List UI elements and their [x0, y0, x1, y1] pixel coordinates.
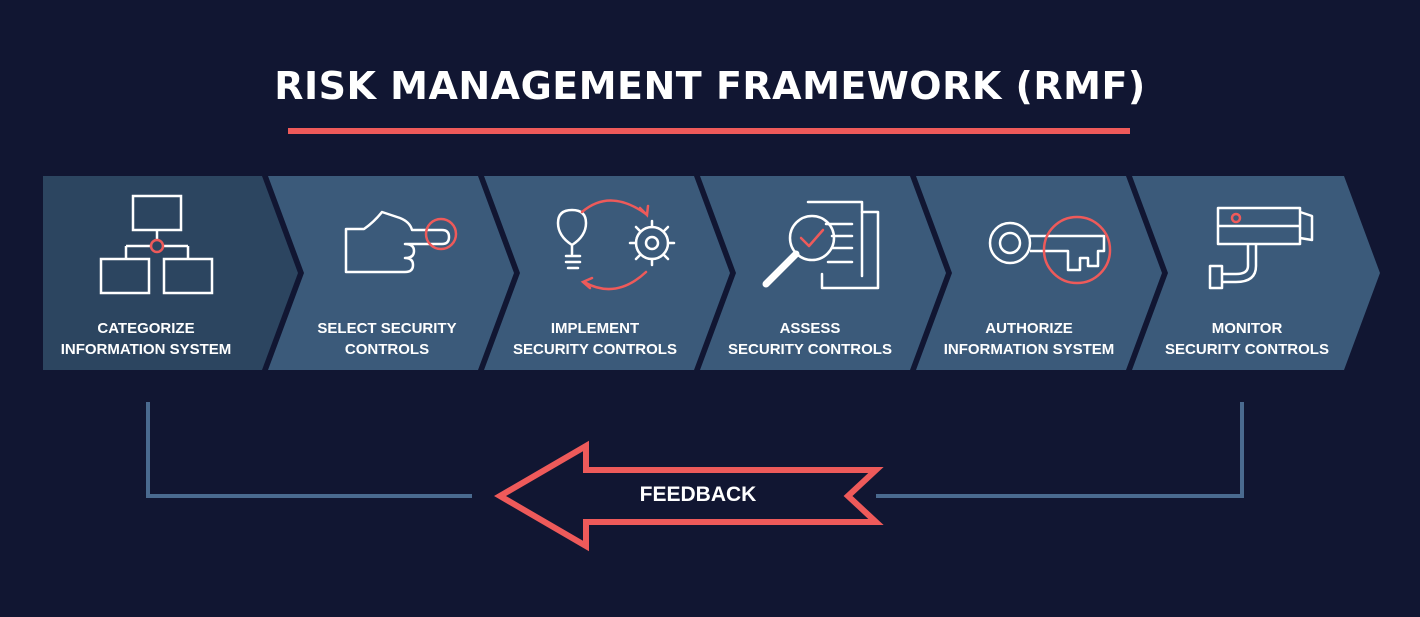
step-banner-implement [484, 176, 730, 370]
step-label-assess: ASSESS SECURITY CONTROLS [728, 320, 892, 358]
step-banner-categorize [43, 176, 298, 370]
feedback-label: FEEDBACK [639, 483, 757, 506]
lightbulb-gear-cycle-icon [556, 199, 676, 291]
step-label-monitor: MONITOR SECURITY CONTROLS [1165, 320, 1329, 358]
step-label-categorize: CATEGORIZE INFORMATION SYSTEM [60, 320, 232, 358]
step-label-implement: IMPLEMENT SECURITY CONTROLS [513, 320, 677, 358]
title-underline [288, 128, 1130, 134]
pointing-hand-icon [344, 210, 458, 274]
security-camera-icon [1208, 206, 1314, 290]
diagram-title: RISK MANAGEMENT FRAMEWORK (RMF) [274, 64, 1146, 108]
feedback-arrow [494, 440, 884, 552]
feedback-line-left [146, 402, 472, 498]
step-banner-authorize [916, 176, 1162, 370]
key-icon [988, 215, 1112, 285]
magnifier-document-icon [762, 200, 880, 290]
step-label-select: SELECT SECURITY CONTROLS [317, 320, 457, 358]
hierarchy-chart-icon [99, 194, 214, 295]
step-label-authorize: AUTHORIZE INFORMATION SYSTEM [943, 320, 1115, 358]
step-banner-assess [700, 176, 946, 370]
feedback-line-right [876, 402, 1244, 498]
